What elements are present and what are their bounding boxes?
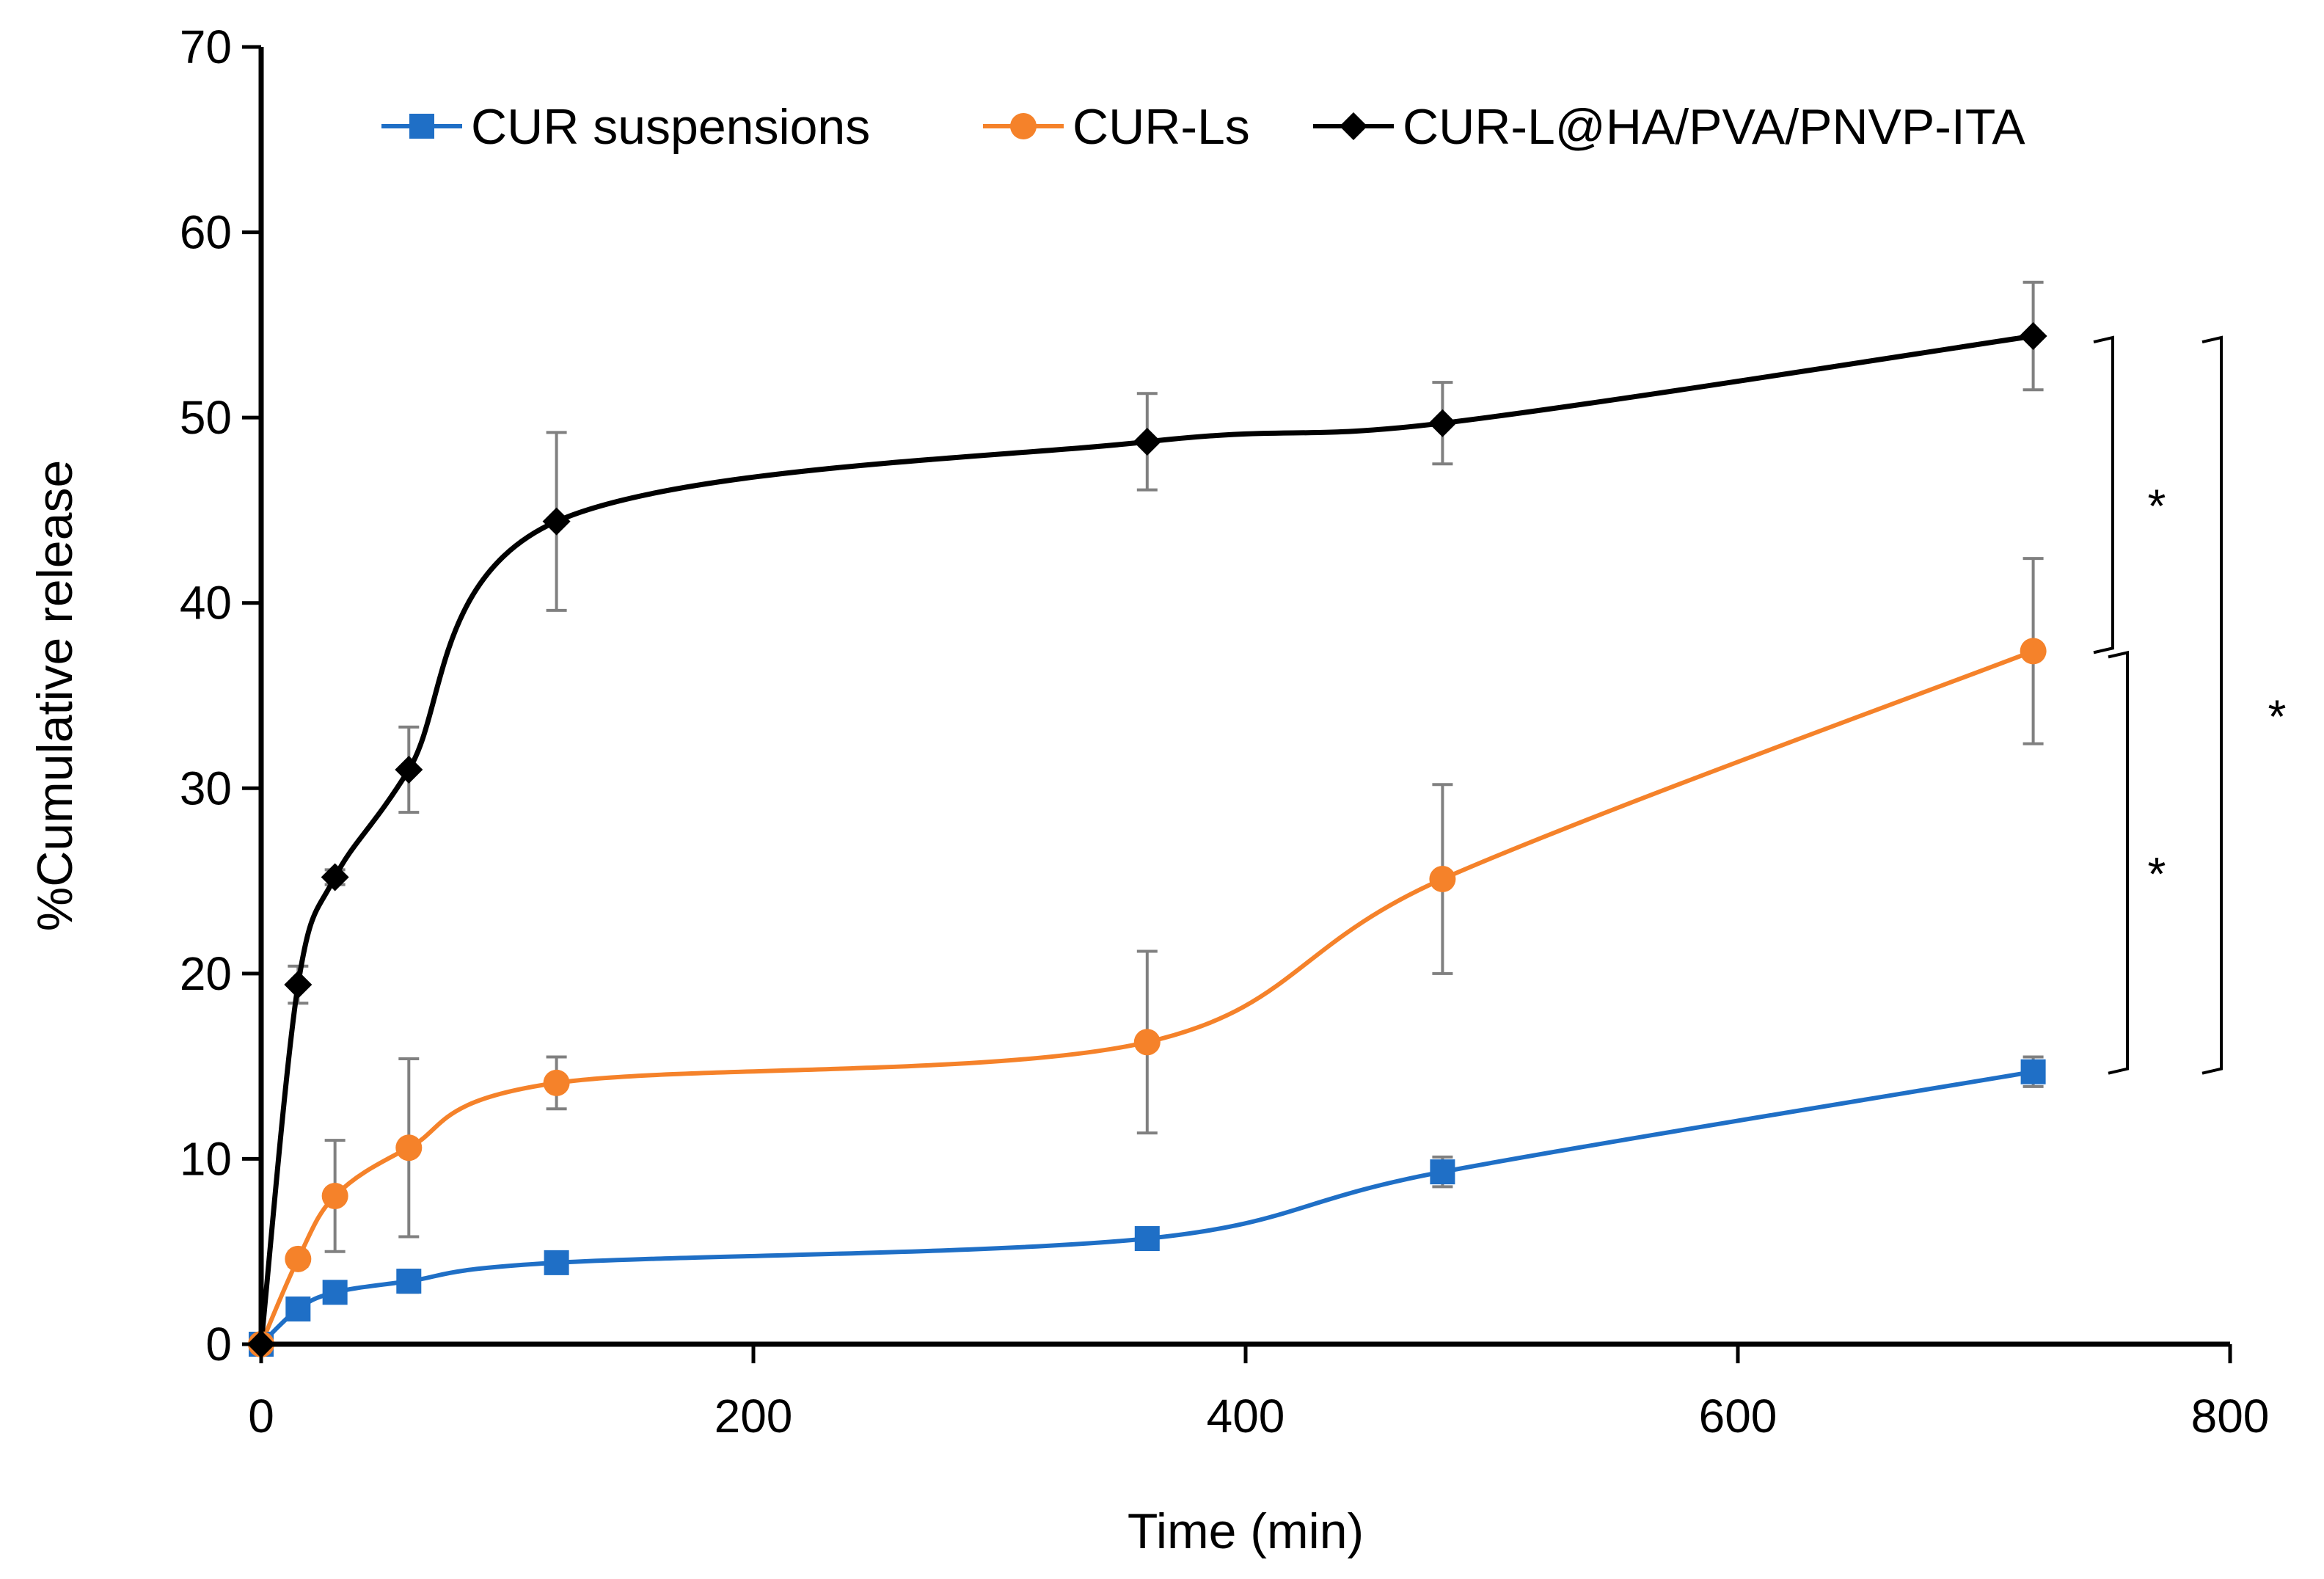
cur-ls-point [2020, 638, 2047, 665]
cur-l-ha-pva-pnvp-ita-legend-label: CUR-L@HA/PVA/PNVP-ITA [1403, 99, 2025, 155]
cur-ls-point [1429, 866, 1456, 893]
x-tick-label: 400 [1207, 1390, 1285, 1443]
cur-ls-legend-label: CUR-Ls [1073, 99, 1250, 155]
cur-suspensions-point [322, 1280, 348, 1305]
cur-ls-legend-marker [1010, 113, 1037, 139]
significance-label: * [2148, 480, 2166, 533]
x-tick-label: 600 [1699, 1390, 1777, 1443]
cur-ls-point [321, 1182, 348, 1209]
cur-l-ha-pva-pnvp-ita-point [321, 863, 349, 891]
cur-suspensions-point [2020, 1059, 2046, 1084]
y-tick-label: 50 [180, 391, 232, 444]
cur-suspensions-legend-label: CUR suspensions [471, 99, 870, 155]
cur-suspensions-legend-marker [409, 114, 434, 139]
y-tick-label: 70 [180, 21, 232, 73]
y-tick-label: 30 [180, 762, 232, 814]
y-tick-label: 60 [180, 206, 232, 259]
cur-ls-point [1133, 1029, 1161, 1056]
significance-label: * [2148, 847, 2166, 900]
cur-l-ha-pva-pnvp-ita-point [395, 756, 423, 784]
y-tick-label: 40 [180, 577, 232, 630]
x-tick-label: 0 [248, 1390, 274, 1443]
axes-layer: 0 10 20 30 40 50 60 70 0 200 400 600 800 Time (min) %C… [27, 21, 2269, 1559]
y-axis-title: %Cumulative release [27, 460, 83, 932]
significance-bracket [2201, 335, 2223, 1075]
cur-suspensions-point [544, 1250, 569, 1275]
y-tick-label: 10 [180, 1132, 232, 1185]
cur-l-ha-pva-pnvp-ita-point [284, 971, 313, 999]
cur-l-ha-pva-pnvp-ita-line [258, 333, 2034, 1345]
x-tick-label: 200 [715, 1390, 793, 1443]
series-markers-layer [247, 322, 2047, 1358]
significance-bracket [2108, 650, 2129, 1075]
cur-l-ha-pva-pnvp-ita-point [542, 507, 571, 536]
cur-l-ha-pva-pnvp-ita-point [1428, 409, 1457, 437]
cur-suspensions-point [285, 1297, 311, 1322]
cur-l-ha-pva-pnvp-ita-legend-marker [1340, 112, 1367, 140]
significance-label: * [2268, 690, 2287, 743]
cur-suspensions-point [396, 1269, 422, 1294]
cur-suspensions-point [1134, 1226, 1160, 1252]
cur-ls-point [285, 1245, 312, 1272]
y-tick-label: 20 [180, 947, 232, 1000]
significance-brackets: * * * [2093, 335, 2287, 1075]
cur-ls-point [395, 1134, 423, 1162]
x-axis-title: Time (min) [1128, 1503, 1364, 1559]
legend: CUR suspensions CUR-Ls CUR-L@HA/PVA/PNVP-I… [381, 99, 2025, 155]
significance-bracket [2093, 335, 2114, 654]
y-tick-label: 0 [205, 1318, 232, 1371]
cur-suspensions-point [1430, 1159, 1455, 1185]
cur-ls-point [543, 1069, 570, 1096]
cur-l-ha-pva-pnvp-ita-point [1133, 427, 1161, 456]
x-tick-label: 800 [2191, 1390, 2270, 1443]
cur-l-ha-pva-pnvp-ita-point [2019, 322, 2047, 351]
